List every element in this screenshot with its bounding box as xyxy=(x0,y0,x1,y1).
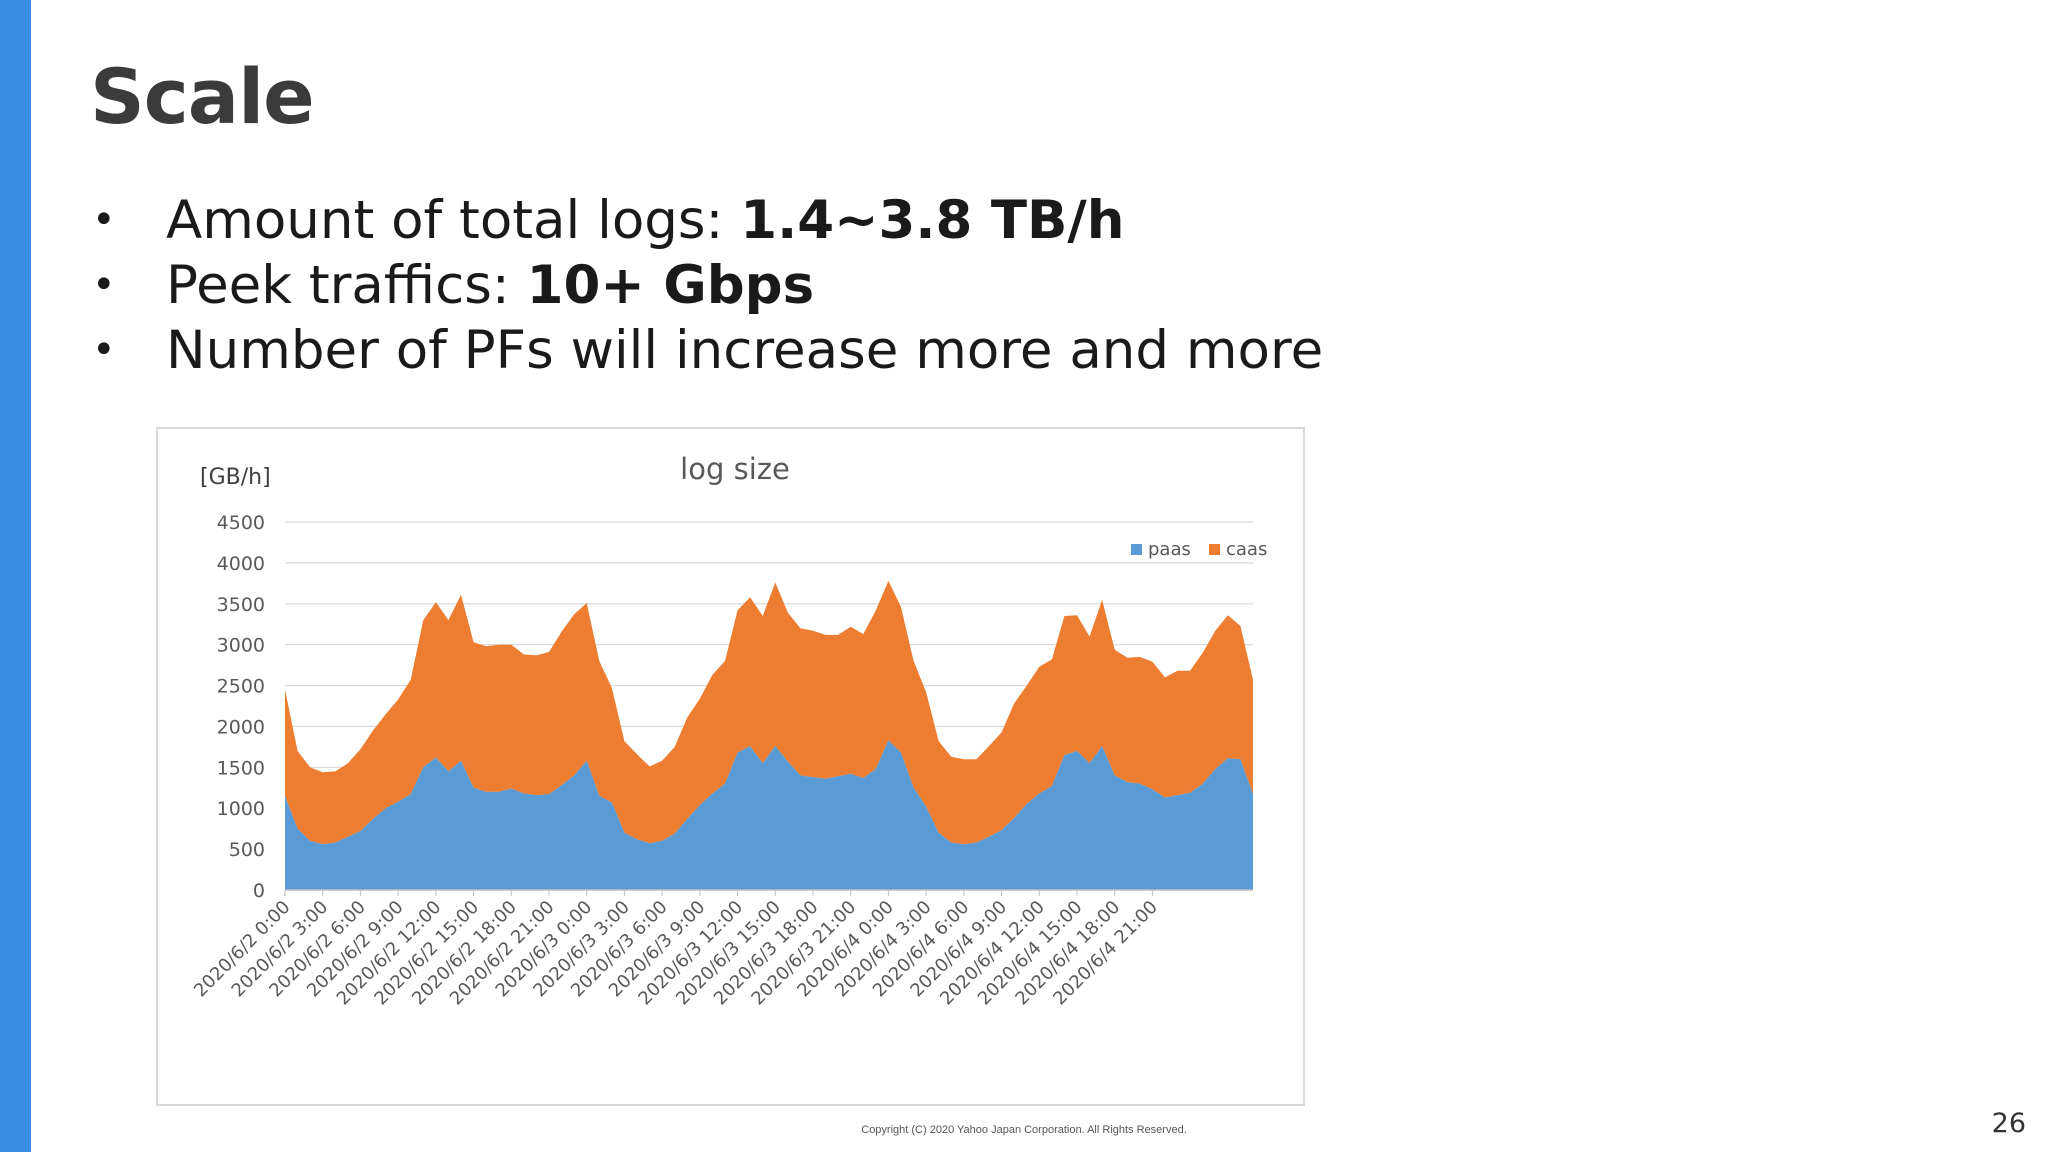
y-tick-label: 4500 xyxy=(217,512,265,534)
stacked-areas xyxy=(285,580,1253,890)
legend: paas caas xyxy=(1131,539,1267,560)
legend-swatch-caas xyxy=(1209,544,1220,555)
y-tick-label: 3000 xyxy=(217,635,265,657)
y-tick-label: 1000 xyxy=(217,798,265,820)
area-caas xyxy=(285,580,1253,845)
y-tick-label: 3500 xyxy=(217,594,265,616)
axes: 0500100015002000250030003500400045002020… xyxy=(190,512,1253,1009)
y-tick-label: 1500 xyxy=(217,757,265,779)
bullet-text: Amount of total logs: xyxy=(166,190,741,251)
bullet-item: • Amount of total logs: 1.4~3.8 TB/h xyxy=(92,188,1323,253)
bullet-dot: • xyxy=(92,262,116,308)
legend-label-caas: caas xyxy=(1226,539,1267,560)
area-paas xyxy=(285,740,1253,890)
bullet-item: • Peek traffics: 10+ Gbps xyxy=(92,253,1323,318)
y-tick-label: 2500 xyxy=(217,676,265,698)
bullet-list: • Amount of total logs: 1.4~3.8 TB/h • Pee… xyxy=(92,188,1323,383)
chart-title: log size xyxy=(680,452,790,486)
legend-label-paas: paas xyxy=(1148,539,1191,560)
y-tick-label: 2000 xyxy=(217,716,265,738)
legend-swatch-paas xyxy=(1131,544,1142,555)
bullet-dot: • xyxy=(92,197,116,243)
bullet-emphasis: 1.4~3.8 TB/h xyxy=(740,190,1125,251)
y-tick-label: 0 xyxy=(253,880,265,902)
bullet-text: Peek traffics: xyxy=(166,255,527,316)
log-size-chart: 0500100015002000250030003500400045002020… xyxy=(190,452,1267,1009)
bullet-text: Number of PFs will increase more and mor… xyxy=(166,320,1324,381)
accent-bar xyxy=(0,0,31,1152)
slide-title: Scale xyxy=(90,52,315,141)
copyright-notice: Copyright (C) 2020 Yahoo Japan Corporati… xyxy=(861,1124,1187,1136)
bullet-item: • Number of PFs will increase more and mo… xyxy=(92,318,1323,383)
chart-frame: 0 500 1000 1500 2000 2500 3000 3500 4000 4500 2020… xyxy=(156,427,1305,1106)
y-tick-label: 4000 xyxy=(217,553,265,575)
y-axis-label: [GB/h] xyxy=(200,465,271,490)
bullet-dot: • xyxy=(92,327,116,373)
y-tick-label: 500 xyxy=(229,839,265,861)
page-number: 26 xyxy=(1991,1108,2026,1139)
bullet-emphasis: 10+ Gbps xyxy=(526,255,815,316)
